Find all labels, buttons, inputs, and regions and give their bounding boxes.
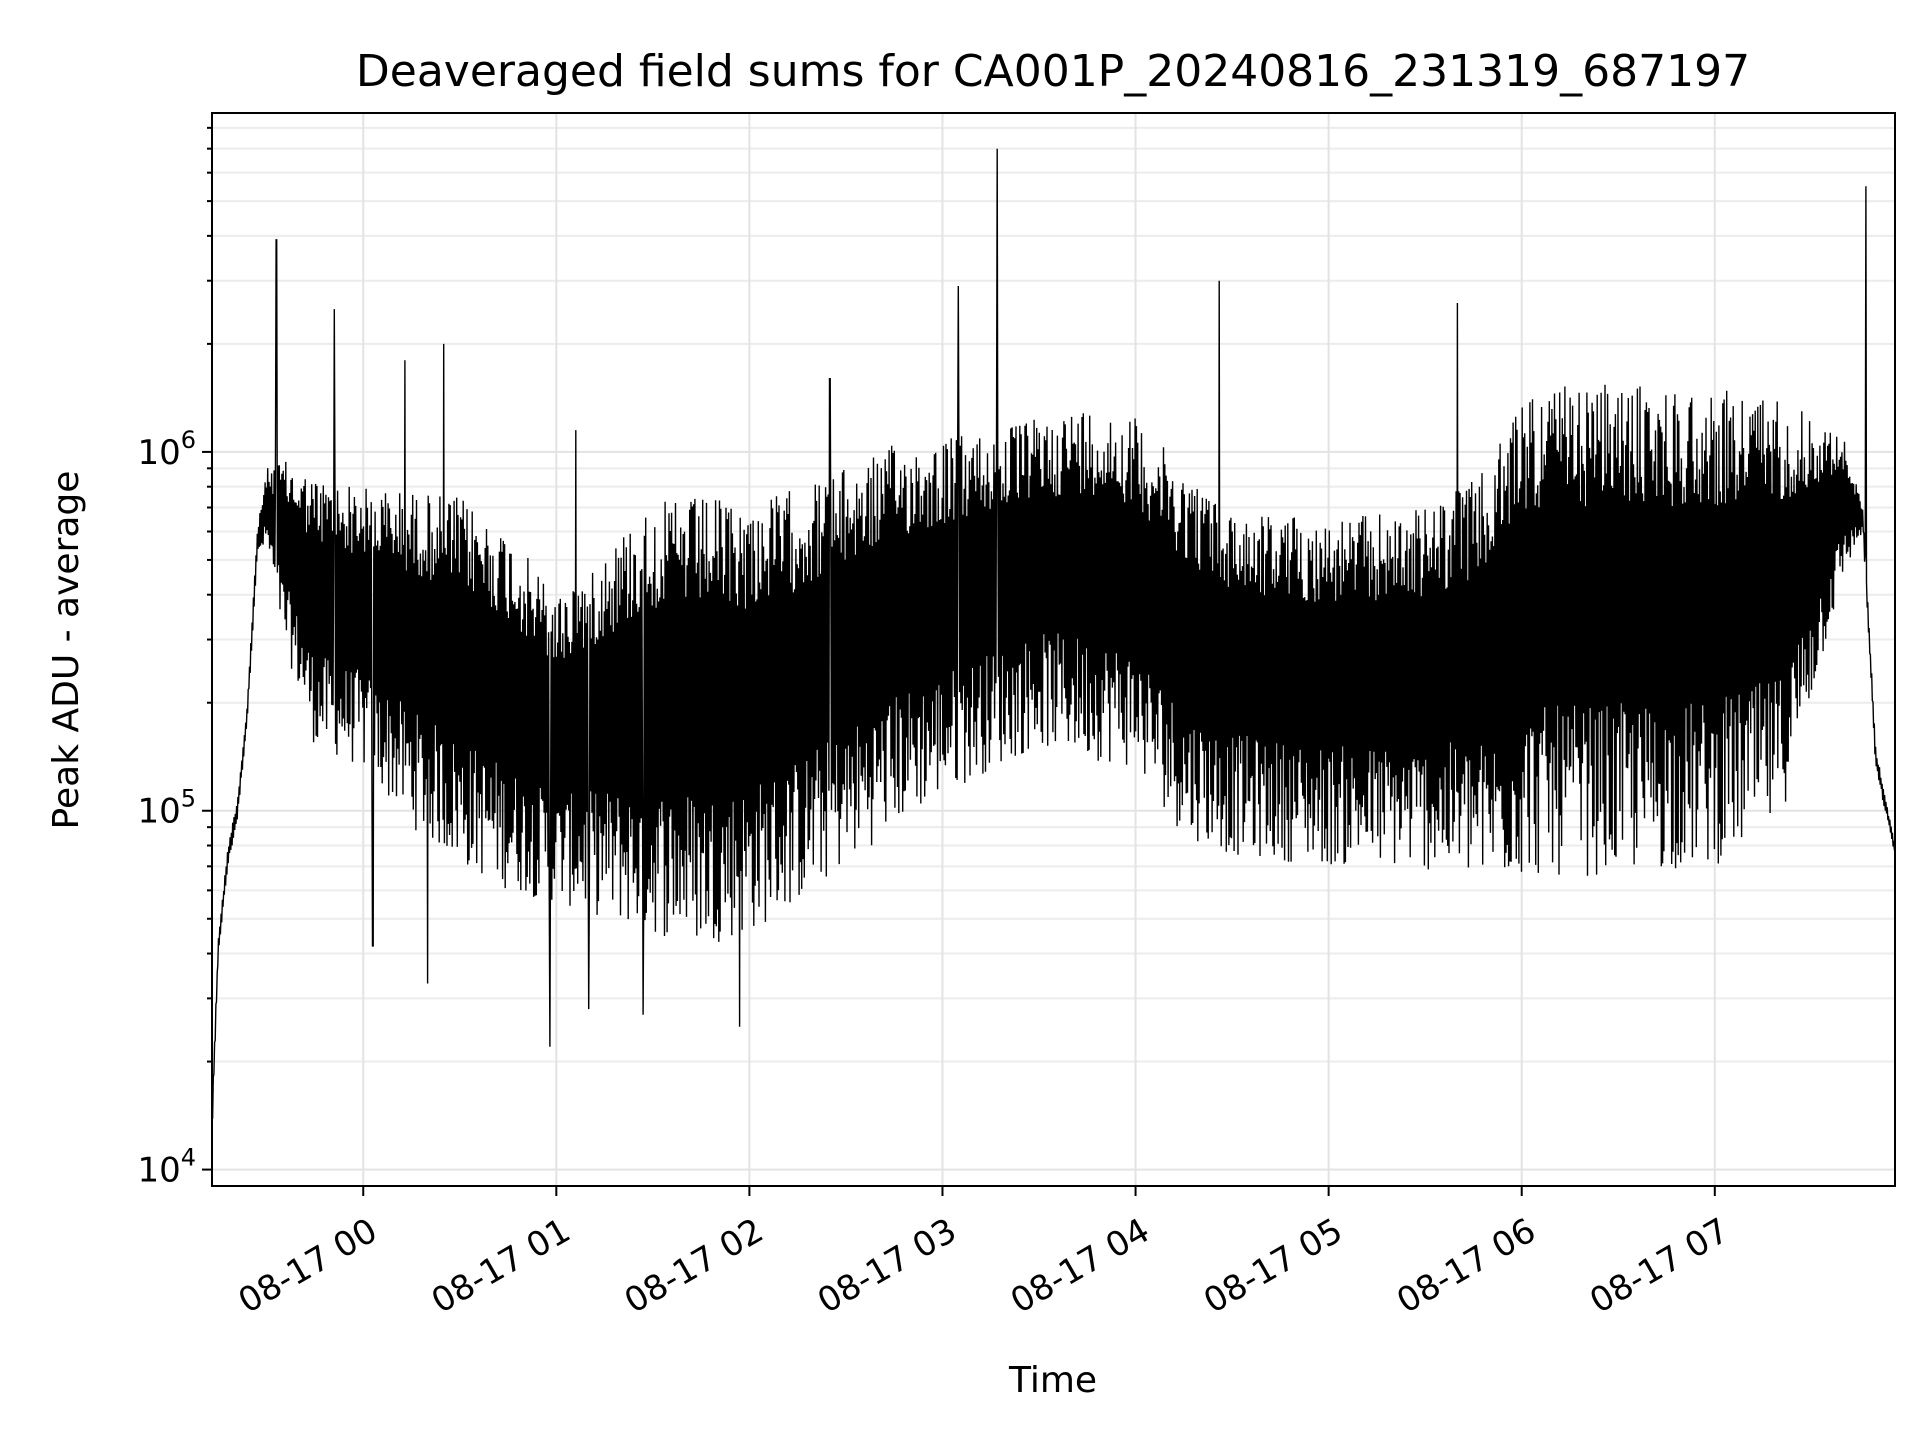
y-tick-label: 105 — [137, 785, 196, 832]
x-axis-label: Time — [1008, 1360, 1097, 1401]
series-line — [211, 148, 1896, 1119]
plot-frame — [211, 112, 1896, 1187]
series-polyline — [211, 148, 1896, 1119]
y-tick-label: 104 — [137, 1144, 196, 1191]
y-tick-label: 106 — [137, 426, 196, 473]
y-axis: 104 105 106 — [137, 126, 212, 1191]
y-axis-label: Peak ADU - average — [46, 471, 87, 830]
chart-title: Deaveraged field sums for CA001P_2024081… — [356, 46, 1750, 97]
